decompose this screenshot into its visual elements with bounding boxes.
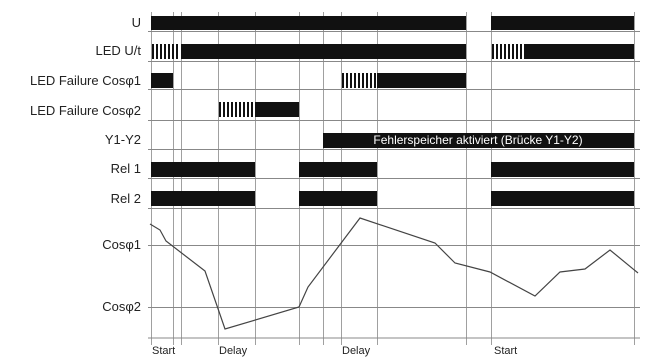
row-baselines: [148, 31, 640, 308]
bar-led_fail_1-hatch: [342, 73, 376, 88]
bar-u-solid: [491, 16, 634, 30]
y1y2-note: Fehlerspeicher aktiviert (Brücke Y1-Y2): [373, 133, 582, 147]
row-label-y1y2: Y1-Y2: [105, 132, 141, 147]
cos-label-upper: Cosφ1: [102, 237, 141, 252]
bar-led_fail_2-hatch: [219, 102, 253, 117]
marker-delay-2: Delay: [342, 345, 371, 357]
signal-bars: [151, 16, 634, 206]
event-lines: [151, 12, 635, 345]
bar-led_ut-hatch: [492, 44, 526, 59]
bar-rel1-solid: [299, 162, 377, 177]
bar-rel1-solid: [491, 162, 634, 177]
bar-led_fail_1-solid: [151, 73, 173, 88]
row-label-led-failure-cos1: LED Failure Cosφ1: [30, 73, 141, 88]
bar-y1y2-solid: [323, 133, 634, 148]
bar-led_ut-solid: [526, 44, 634, 59]
bar-led_ut-solid: [181, 44, 466, 59]
bar-rel2-solid: [151, 191, 255, 206]
bar-rel2-solid: [491, 191, 634, 206]
marker-start-2: Start: [494, 345, 517, 357]
marker-delay-1: Delay: [219, 345, 248, 357]
row-label-u: U: [132, 15, 141, 30]
cos-label-lower: Cosφ2: [102, 299, 141, 314]
bar-led_ut-hatch: [152, 44, 178, 59]
row-label-rel1: Rel 1: [111, 161, 141, 176]
bar-led_fail_1-solid: [377, 73, 466, 88]
bar-u-solid: [151, 16, 466, 30]
bar-rel2-solid: [299, 191, 377, 206]
row-label-led-failure-cos2: LED Failure Cosφ2: [30, 103, 141, 118]
bar-led_fail_2-solid: [255, 102, 299, 117]
bar-rel1-solid: [151, 162, 255, 177]
cos-phi-curve: [149, 217, 639, 330]
row-label-led-ut: LED U/t: [95, 43, 141, 58]
marker-start-1: Start: [152, 345, 175, 357]
row-label-rel2: Rel 2: [111, 191, 141, 206]
